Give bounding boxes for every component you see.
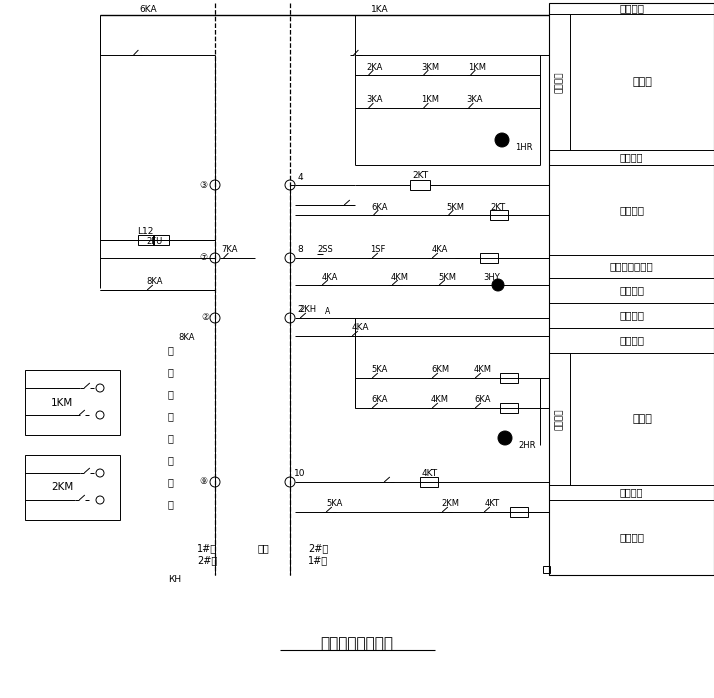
Bar xyxy=(500,373,518,383)
Text: 2HR: 2HR xyxy=(518,442,536,450)
Text: 超: 超 xyxy=(167,411,173,421)
Text: 压: 压 xyxy=(167,389,173,399)
Text: 4: 4 xyxy=(297,172,303,181)
Text: 迫: 迫 xyxy=(167,345,173,355)
Text: 5KM: 5KM xyxy=(438,272,456,281)
Bar xyxy=(25,370,120,435)
Text: 1KA: 1KA xyxy=(371,6,389,15)
Text: 2KM: 2KM xyxy=(441,500,459,509)
Text: 2KT: 2KT xyxy=(491,202,506,211)
Text: 变: 变 xyxy=(167,367,173,377)
Text: 1KM: 1KM xyxy=(421,96,439,105)
Text: 6KA: 6KA xyxy=(372,396,388,405)
Text: 2KH: 2KH xyxy=(299,306,316,315)
Text: 2SS: 2SS xyxy=(317,246,333,255)
Text: 备用自投: 备用自投 xyxy=(619,205,644,215)
Text: КН: КН xyxy=(169,575,181,584)
Text: 4KA: 4KA xyxy=(432,246,448,255)
Text: 3HY: 3HY xyxy=(483,272,501,281)
Bar xyxy=(543,566,550,573)
Bar xyxy=(410,180,430,190)
Text: 4KM: 4KM xyxy=(391,272,409,281)
Text: ⑨: ⑨ xyxy=(199,477,207,487)
Text: 4KT: 4KT xyxy=(422,470,438,479)
Text: 自动控制: 自动控制 xyxy=(619,336,644,346)
Bar xyxy=(480,253,498,263)
Circle shape xyxy=(495,133,509,147)
Text: 8KA: 8KA xyxy=(178,334,194,343)
Text: 6KA: 6KA xyxy=(475,396,491,405)
Text: 4KA: 4KA xyxy=(351,323,368,332)
Text: 6KA: 6KA xyxy=(372,202,388,211)
Text: 2KT: 2KT xyxy=(412,172,428,181)
Text: 8: 8 xyxy=(297,246,303,255)
Text: 接触器: 接触器 xyxy=(632,77,652,87)
Text: 2: 2 xyxy=(297,306,303,315)
Text: 3KM: 3KM xyxy=(421,63,439,71)
Text: 备用自投: 备用自投 xyxy=(619,533,644,542)
Text: 1#备: 1#备 xyxy=(308,555,328,565)
Text: 控制电源及保护: 控制电源及保护 xyxy=(610,262,653,272)
Bar xyxy=(138,235,154,245)
Text: 制: 制 xyxy=(167,499,173,509)
Text: 全压运行: 全压运行 xyxy=(555,408,564,430)
Text: 手动: 手动 xyxy=(257,543,269,553)
Text: 4KA: 4KA xyxy=(322,272,338,281)
Text: 3KA: 3KA xyxy=(367,96,383,105)
Text: 令: 令 xyxy=(167,433,173,443)
Text: ③: ③ xyxy=(199,181,207,189)
Text: 控: 控 xyxy=(167,477,173,487)
Bar xyxy=(549,3,714,575)
Text: A: A xyxy=(326,308,331,316)
Text: 4KT: 4KT xyxy=(484,500,500,509)
Text: 6KM: 6KM xyxy=(431,366,449,375)
Bar xyxy=(510,507,528,517)
Text: 1KM: 1KM xyxy=(51,397,73,408)
Text: 运行指示: 运行指示 xyxy=(620,152,643,163)
Text: 2FU: 2FU xyxy=(147,237,163,246)
Text: 1SF: 1SF xyxy=(371,246,386,255)
Text: 3KA: 3KA xyxy=(467,96,483,105)
Text: 2#用: 2#用 xyxy=(308,543,328,553)
Bar xyxy=(25,455,120,520)
Text: ②: ② xyxy=(201,313,209,322)
Text: 1KM: 1KM xyxy=(468,63,486,71)
Text: 5KM: 5KM xyxy=(446,202,464,211)
Text: 稳压泵二次原理图: 稳压泵二次原理图 xyxy=(321,637,393,651)
Text: 全压运行: 全压运行 xyxy=(555,71,564,93)
Bar xyxy=(153,235,169,245)
Text: 开: 开 xyxy=(167,455,173,465)
Text: 10: 10 xyxy=(294,470,306,479)
Text: 2KM: 2KM xyxy=(51,482,73,493)
Text: 8KA: 8KA xyxy=(147,278,164,286)
Text: 1#用: 1#用 xyxy=(197,543,217,553)
Text: 6KA: 6KA xyxy=(139,6,157,15)
Text: 运行指示: 运行指示 xyxy=(620,487,643,498)
Text: 2#备: 2#备 xyxy=(197,555,217,565)
Bar xyxy=(500,403,518,413)
Text: 1HR: 1HR xyxy=(515,144,533,152)
Text: 5KA: 5KA xyxy=(372,366,388,375)
Text: 自动控制: 自动控制 xyxy=(619,3,644,13)
Text: 4KM: 4KM xyxy=(474,366,492,375)
Text: ⑦: ⑦ xyxy=(199,253,207,262)
Text: 5KA: 5KA xyxy=(327,500,343,509)
Text: 手动控制: 手动控制 xyxy=(619,285,644,295)
Bar xyxy=(420,477,438,487)
Circle shape xyxy=(492,279,504,291)
Text: L12: L12 xyxy=(137,228,154,237)
Text: 接触器: 接触器 xyxy=(632,414,652,424)
Bar xyxy=(490,210,508,220)
Text: 故障指示: 故障指示 xyxy=(619,311,644,320)
Text: 4KM: 4KM xyxy=(431,396,449,405)
Circle shape xyxy=(498,431,512,445)
Text: 2KA: 2KA xyxy=(367,63,383,71)
Text: 7KA: 7KA xyxy=(222,246,238,255)
